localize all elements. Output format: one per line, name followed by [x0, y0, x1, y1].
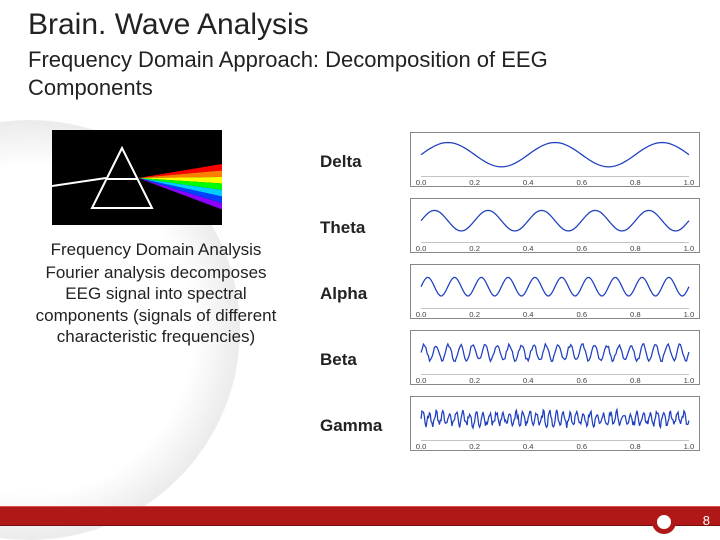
band-label-theta: Theta [320, 218, 365, 238]
description-heading: Frequency Domain Analysis [28, 240, 284, 260]
wave-plot-delta: 0.0 0.2 0.4 0.6 0.8 1.0 [410, 132, 700, 187]
description-body: Fourier analysis decomposes EEG signal i… [28, 262, 284, 347]
svg-text:1.0: 1.0 [684, 178, 695, 186]
band-label-beta: Beta [320, 350, 357, 370]
svg-text:0.8: 0.8 [630, 376, 641, 384]
svg-text:1.0: 1.0 [684, 376, 695, 384]
svg-text:0.6: 0.6 [576, 376, 587, 384]
band-label-alpha: Alpha [320, 284, 367, 304]
svg-text:0.2: 0.2 [469, 178, 480, 186]
svg-text:0.6: 0.6 [576, 178, 587, 186]
svg-text:0.0: 0.0 [416, 442, 427, 450]
svg-text:1.0: 1.0 [684, 442, 695, 450]
wave-plot-gamma: 0.0 0.2 0.4 0.6 0.8 1.0 [410, 396, 700, 451]
svg-text:0.4: 0.4 [523, 244, 534, 252]
svg-text:0.6: 0.6 [576, 442, 587, 450]
svg-text:0.8: 0.8 [630, 310, 641, 318]
wave-plot-beta: 0.0 0.2 0.4 0.6 0.8 1.0 [410, 330, 700, 385]
svg-text:1.0: 1.0 [684, 310, 695, 318]
svg-text:0.0: 0.0 [416, 376, 427, 384]
svg-text:0.8: 0.8 [630, 244, 641, 252]
svg-text:0.4: 0.4 [523, 376, 534, 384]
footer-ring-icon [652, 510, 676, 534]
wave-plot-alpha: 0.0 0.2 0.4 0.6 0.8 1.0 [410, 264, 700, 319]
svg-text:0.0: 0.0 [416, 178, 427, 186]
prism-svg [52, 130, 222, 225]
page-title: Brain. Wave Analysis [28, 8, 309, 42]
svg-text:0.4: 0.4 [523, 310, 534, 318]
svg-text:0.2: 0.2 [469, 310, 480, 318]
prism-image [52, 130, 222, 225]
svg-text:0.0: 0.0 [416, 244, 427, 252]
footer-bar [0, 506, 720, 526]
band-label-gamma: Gamma [320, 416, 382, 436]
svg-text:1.0: 1.0 [684, 244, 695, 252]
page-number: 8 [703, 513, 710, 528]
page-subtitle: Frequency Domain Approach: Decomposition… [28, 46, 548, 101]
wave-plot-theta: 0.0 0.2 0.4 0.6 0.8 1.0 [410, 198, 700, 253]
svg-text:0.8: 0.8 [630, 442, 641, 450]
band-label-delta: Delta [320, 152, 362, 172]
svg-text:0.2: 0.2 [469, 442, 480, 450]
svg-text:0.0: 0.0 [416, 310, 427, 318]
svg-text:0.2: 0.2 [469, 244, 480, 252]
svg-text:0.2: 0.2 [469, 376, 480, 384]
svg-text:0.8: 0.8 [630, 178, 641, 186]
svg-text:0.4: 0.4 [523, 442, 534, 450]
svg-text:0.6: 0.6 [576, 244, 587, 252]
svg-text:0.4: 0.4 [523, 178, 534, 186]
svg-text:0.6: 0.6 [576, 310, 587, 318]
